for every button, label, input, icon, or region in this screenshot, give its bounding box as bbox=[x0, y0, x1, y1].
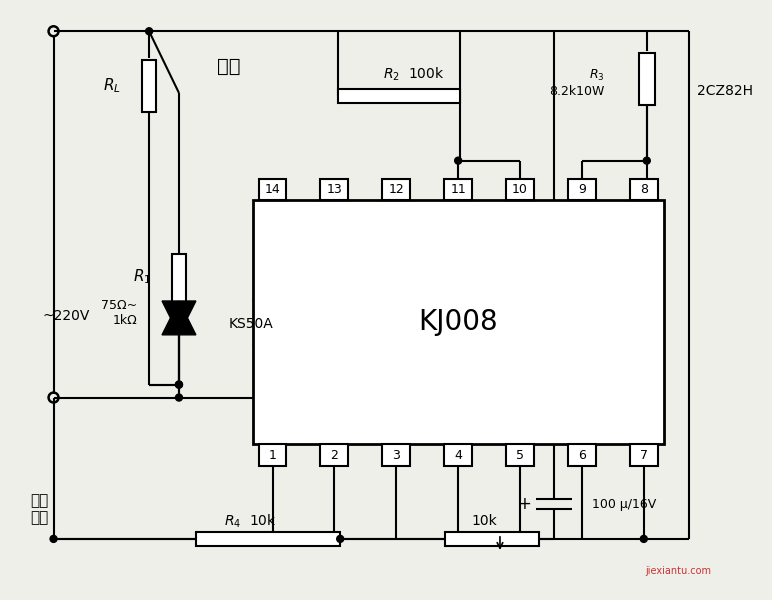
Circle shape bbox=[643, 157, 650, 164]
Bar bbox=[172, 254, 186, 316]
Text: $R_1$: $R_1$ bbox=[133, 268, 151, 286]
Text: 负载: 负载 bbox=[217, 56, 241, 76]
Text: 6: 6 bbox=[578, 449, 586, 462]
Text: 敏感
元件: 敏感 元件 bbox=[30, 493, 49, 525]
Bar bbox=[320, 179, 348, 200]
Circle shape bbox=[337, 535, 344, 542]
Bar bbox=[252, 200, 664, 445]
Text: $R_3$
8.2k10W: $R_3$ 8.2k10W bbox=[550, 68, 605, 98]
Bar bbox=[259, 179, 286, 200]
Text: 3: 3 bbox=[392, 449, 400, 462]
Bar bbox=[259, 445, 286, 466]
Bar bbox=[382, 445, 410, 466]
Text: +: + bbox=[517, 495, 531, 513]
Bar bbox=[506, 179, 534, 200]
Text: KS50A: KS50A bbox=[229, 317, 273, 331]
Text: 2: 2 bbox=[330, 449, 338, 462]
Text: 8: 8 bbox=[640, 183, 648, 196]
Text: 12: 12 bbox=[388, 183, 405, 196]
Text: $R_L$: $R_L$ bbox=[103, 77, 121, 95]
Text: KJ008: KJ008 bbox=[418, 308, 498, 337]
Circle shape bbox=[50, 535, 57, 542]
Text: jiexiantu.com: jiexiantu.com bbox=[645, 566, 712, 576]
Bar bbox=[568, 179, 596, 200]
Text: 75Ω~
1kΩ: 75Ω~ 1kΩ bbox=[101, 299, 137, 327]
Text: 13: 13 bbox=[327, 183, 342, 196]
Bar bbox=[382, 179, 410, 200]
Text: ~220V: ~220V bbox=[42, 309, 90, 323]
Circle shape bbox=[175, 381, 182, 388]
Bar bbox=[630, 179, 658, 200]
Bar bbox=[630, 445, 658, 466]
Circle shape bbox=[640, 535, 647, 542]
Text: 1: 1 bbox=[269, 449, 276, 462]
Text: 4: 4 bbox=[454, 449, 462, 462]
Text: 7: 7 bbox=[640, 449, 648, 462]
Circle shape bbox=[146, 28, 153, 35]
Bar bbox=[196, 532, 340, 546]
Bar bbox=[568, 445, 596, 466]
Text: 9: 9 bbox=[578, 183, 586, 196]
Bar bbox=[444, 445, 472, 466]
Text: 100 μ/16V: 100 μ/16V bbox=[592, 497, 656, 511]
Circle shape bbox=[175, 394, 182, 401]
Circle shape bbox=[455, 157, 462, 164]
Polygon shape bbox=[162, 301, 196, 335]
Text: 2CZ82H: 2CZ82H bbox=[696, 84, 753, 98]
Text: 10k: 10k bbox=[471, 514, 497, 528]
Text: 11: 11 bbox=[450, 183, 466, 196]
Bar bbox=[445, 532, 540, 546]
Circle shape bbox=[175, 381, 182, 388]
Text: $R_4$  10k: $R_4$ 10k bbox=[224, 512, 276, 530]
Bar bbox=[338, 89, 459, 103]
Polygon shape bbox=[162, 301, 196, 335]
Bar bbox=[320, 445, 348, 466]
Bar bbox=[638, 53, 655, 105]
Bar bbox=[444, 179, 472, 200]
Text: 5: 5 bbox=[516, 449, 524, 462]
Bar bbox=[506, 445, 534, 466]
Bar bbox=[142, 60, 156, 112]
Text: $R_2$  100k: $R_2$ 100k bbox=[383, 65, 445, 83]
Text: 14: 14 bbox=[265, 183, 280, 196]
Text: 10: 10 bbox=[512, 183, 528, 196]
